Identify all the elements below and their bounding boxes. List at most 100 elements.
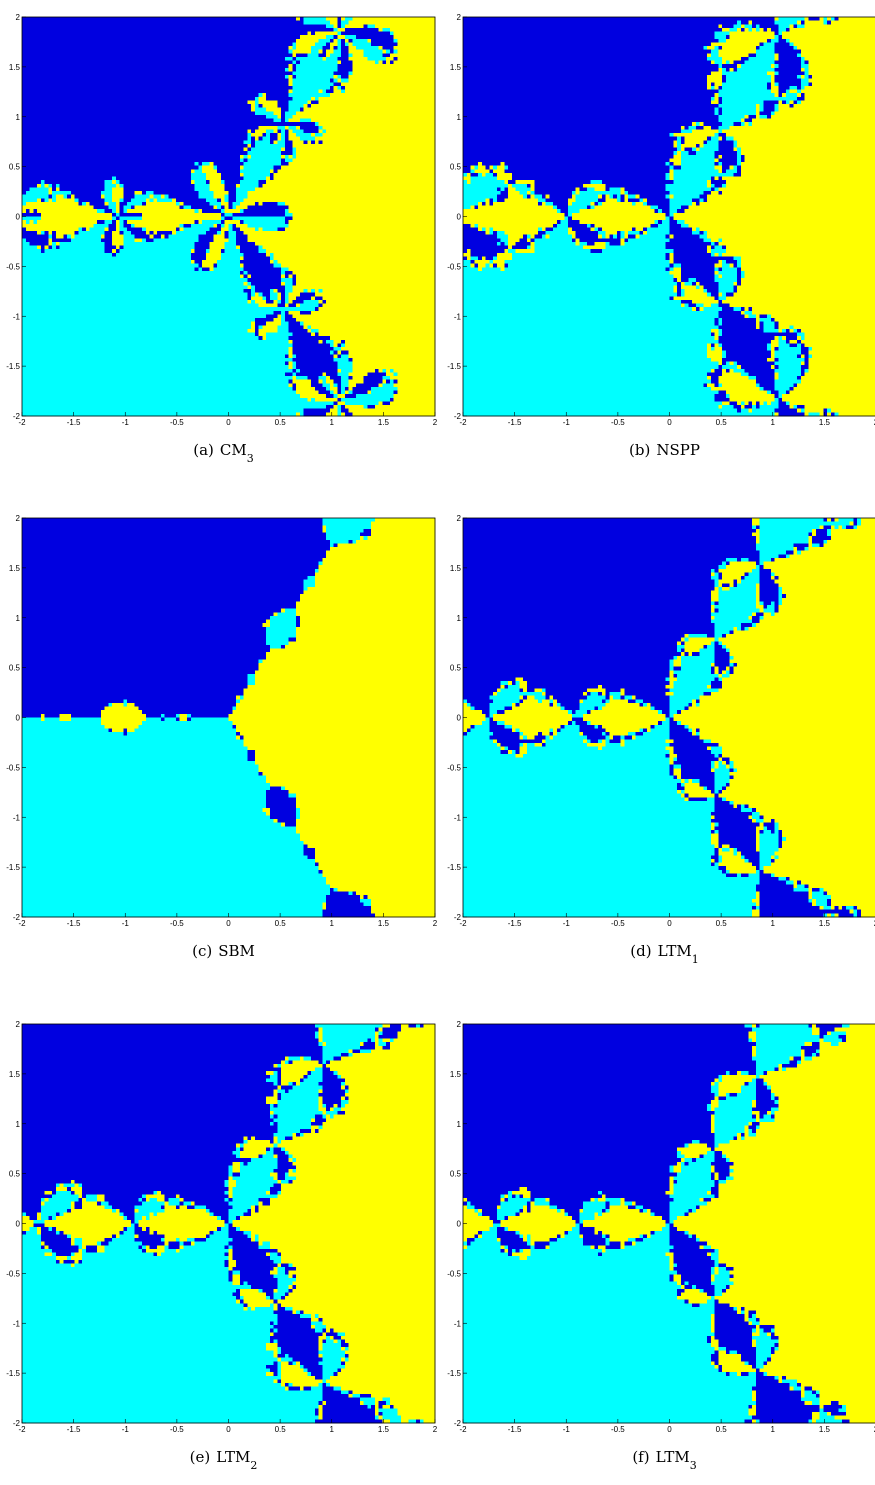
basin-run (277, 1194, 436, 1199)
basin-run (44, 713, 61, 718)
basin-run (665, 234, 670, 239)
basin-run (635, 732, 644, 737)
basin-run (142, 1248, 147, 1254)
basin-run (530, 187, 535, 192)
basin-run (673, 267, 682, 272)
basin-run (740, 873, 749, 878)
basin-run (296, 296, 312, 301)
basin-run (119, 231, 124, 236)
basin-run (759, 844, 779, 849)
basin-run (729, 648, 875, 653)
basin-run (722, 797, 727, 802)
basin-run (598, 201, 603, 207)
basin-run (714, 397, 731, 402)
basin-run (356, 383, 380, 388)
basin-run (489, 706, 505, 711)
basin-run (616, 198, 622, 203)
basin-run (341, 1103, 346, 1108)
basin-run (22, 1390, 323, 1395)
basin-run (273, 1169, 290, 1174)
basin-run (303, 1078, 323, 1083)
basin-run (269, 176, 275, 181)
basin-run (70, 1238, 76, 1243)
basin-run (119, 209, 124, 214)
basin-run (288, 1285, 293, 1290)
basin-run (37, 1212, 42, 1217)
basin-run (793, 405, 798, 410)
basin-run (239, 1154, 260, 1159)
basin-run (797, 332, 806, 337)
basin-run (744, 314, 749, 319)
basin-run (699, 122, 704, 127)
basin-run (104, 227, 109, 232)
basin-run (545, 231, 569, 236)
basin-run (251, 1234, 256, 1239)
basin-run (669, 677, 678, 682)
basin-run (785, 390, 791, 395)
x-tick-label: 2 (874, 919, 875, 928)
basin-run (493, 231, 498, 236)
basin-run (138, 1245, 143, 1250)
basin-run (123, 245, 196, 250)
basin-run (714, 782, 727, 787)
x-tick-label: 1 (771, 919, 776, 928)
basin-run (239, 183, 260, 188)
basin-run (782, 100, 787, 105)
basin-run (277, 1092, 282, 1098)
basin-run (269, 1107, 320, 1112)
basin-run (367, 390, 372, 395)
basin-run (254, 201, 260, 207)
basin-run (326, 394, 335, 399)
basin-run (269, 1140, 275, 1145)
basin-run (620, 187, 625, 192)
basin-run (545, 735, 550, 740)
basin-run (800, 361, 806, 366)
basin-run (145, 1227, 151, 1232)
basin-run (296, 1158, 436, 1163)
basin-run (523, 735, 528, 740)
panel: -2-1.5-1-0.500.511.52-2-1.5-1-0.500.511.… (447, 13, 875, 459)
basin-run (508, 245, 513, 250)
basin-image (22, 1024, 436, 1424)
basin-run (273, 252, 436, 257)
basin-run (254, 285, 286, 290)
basin-run (22, 118, 275, 123)
x-tick-label: -1.5 (67, 919, 81, 928)
basin-run (37, 231, 42, 236)
basin-run (112, 209, 117, 214)
basin-run (463, 862, 712, 867)
basin-run (22, 1147, 237, 1152)
basin-run (774, 75, 798, 80)
basin-run (549, 234, 573, 239)
basin-run (815, 902, 828, 907)
basin-run (296, 615, 301, 621)
basin-run (718, 104, 757, 109)
basin-run (273, 1092, 278, 1098)
basin-run (714, 822, 719, 827)
basin-run (740, 24, 746, 29)
basin-run (804, 354, 809, 359)
basin-run (288, 325, 305, 330)
basin-run (296, 626, 436, 631)
basin-run (247, 677, 256, 682)
basin-run (740, 623, 753, 628)
basin-run (553, 227, 569, 232)
basin-run (134, 702, 237, 708)
basin-run (463, 572, 712, 577)
basin-run (386, 60, 391, 65)
basin-run (673, 278, 678, 283)
basin-run (224, 234, 229, 239)
basin-run (530, 194, 535, 199)
basin-run (534, 234, 543, 239)
basin-run (722, 162, 738, 167)
basin-run (804, 332, 875, 337)
basin-run (463, 169, 472, 174)
basin-run (299, 1129, 312, 1134)
basin-run (677, 220, 686, 225)
y-tick-label: 0.5 (450, 163, 462, 172)
basin-run (22, 1212, 27, 1217)
basin-run (635, 227, 644, 232)
basin-run (774, 376, 779, 381)
basin-run (236, 695, 241, 700)
basin-run (22, 1238, 42, 1243)
